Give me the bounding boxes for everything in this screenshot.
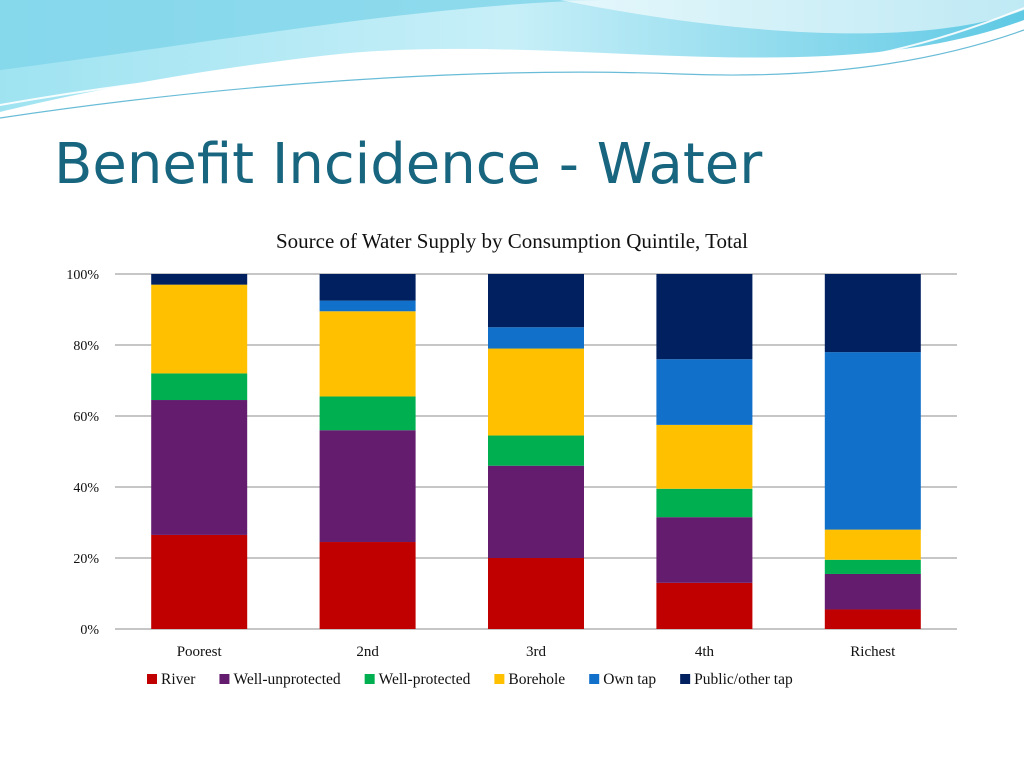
legend-item-label: Borehole <box>508 671 565 688</box>
wave-band-dark <box>560 0 1024 34</box>
bar-segment <box>488 348 584 436</box>
x-category-label: 4th <box>695 644 715 660</box>
bar-segment <box>824 573 921 610</box>
header-wave <box>0 0 1024 119</box>
y-tick-label: 0% <box>80 623 99 638</box>
bar-segment <box>656 517 753 583</box>
bar-segment <box>151 373 248 401</box>
slide-title: Benefit Incidence - Water <box>54 132 763 197</box>
bar-segment <box>656 424 753 489</box>
bar-segment <box>319 311 416 397</box>
wave-line <box>0 7 1024 106</box>
y-tick-label: 20% <box>73 552 99 567</box>
bars <box>151 274 921 629</box>
bar-segment <box>656 274 753 360</box>
bar-segment <box>656 488 753 518</box>
legend-swatch <box>364 674 375 684</box>
bar-segment <box>319 274 416 301</box>
legend-item-label: Well-protected <box>379 671 471 688</box>
legend-swatch <box>680 674 691 684</box>
bar-segment <box>488 327 584 349</box>
y-tick-label: 80% <box>73 339 99 354</box>
bar-segment <box>656 359 753 425</box>
bar-segment <box>656 582 753 629</box>
x-category-label: 3rd <box>526 644 546 660</box>
legend-swatch <box>147 674 157 684</box>
y-tick-label: 100% <box>66 268 99 283</box>
bar-segment <box>824 352 921 530</box>
legend-item-label: Well-unprotected <box>233 671 340 688</box>
bar-segment <box>488 465 584 558</box>
wave-band-top <box>0 0 600 70</box>
legend-item-label: River <box>161 671 196 688</box>
wave-line-2 <box>0 29 1024 119</box>
legend-item-label: Own tap <box>603 671 656 688</box>
bar-segment <box>151 274 248 285</box>
bar-segment <box>824 274 921 353</box>
legend-swatch <box>219 674 230 684</box>
bar-segment <box>319 300 416 312</box>
bar-segment <box>824 559 921 574</box>
bar-segment <box>319 430 416 543</box>
y-tick-label: 60% <box>73 410 99 425</box>
legend-item-label: Public/other tap <box>694 671 793 688</box>
bar-segment <box>151 534 248 629</box>
bar-segment <box>824 529 921 560</box>
bar-segment <box>488 558 584 629</box>
bar-segment <box>151 400 248 535</box>
legend-swatch <box>494 674 505 684</box>
y-axis-ticks: 0% 20% 40% 60% 80% 100% <box>66 268 99 638</box>
legend: River Well-unprotected Well-protected Boreh… <box>147 671 793 688</box>
y-tick-label: 40% <box>73 481 99 496</box>
bar-segment <box>488 274 584 328</box>
bar-segment <box>151 284 248 374</box>
bar-segment <box>488 435 584 466</box>
x-category-label: 2nd <box>356 644 379 660</box>
bar-segment <box>319 396 416 431</box>
chart-title: Source of Water Supply by Consumption Qu… <box>276 229 748 253</box>
x-category-label: Poorest <box>177 644 223 660</box>
legend-swatch <box>589 674 600 684</box>
x-axis-categories: Poorest 2nd 3rd 4th Richest <box>177 644 896 660</box>
bar-segment <box>319 542 416 629</box>
bar-segment <box>824 609 921 629</box>
x-category-label: Richest <box>850 644 896 660</box>
